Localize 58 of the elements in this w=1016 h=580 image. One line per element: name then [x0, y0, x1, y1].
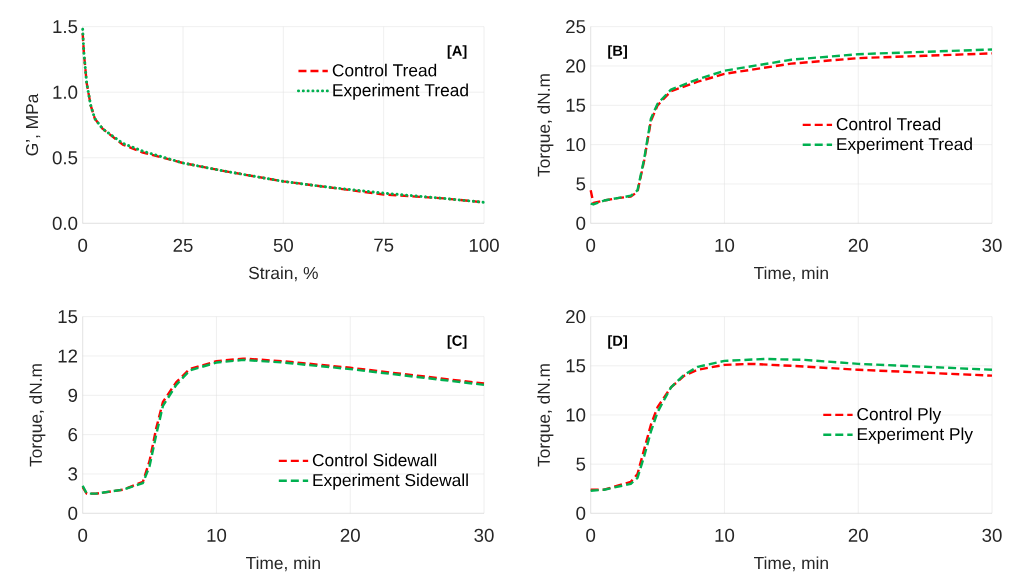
legend-label: Experiment Tread: [333, 83, 468, 100]
x-tick-label: 50: [273, 238, 293, 252]
y-axis-title: Torque, dN.m: [537, 74, 554, 177]
y-tick-label: 15: [58, 310, 78, 324]
legend-label: Control Tread: [332, 63, 437, 77]
x-tick-label: 30: [982, 238, 1002, 252]
y-axis-title: Torque, dN.m: [29, 364, 46, 467]
x-axis-title: Time, min: [754, 266, 828, 282]
legend-label: Control Ply: [857, 407, 942, 424]
y-tick-label: 1.0: [53, 85, 78, 99]
y-tick-label: 0: [68, 506, 78, 520]
x-tick-label: 20: [848, 238, 868, 252]
y-tick-label: 3: [68, 467, 78, 481]
x-tick-label: 30: [474, 528, 494, 542]
x-tick-label: 75: [374, 238, 394, 252]
annotation: [B]: [608, 45, 627, 59]
x-tick-label: 20: [848, 528, 868, 542]
annotation: [D]: [608, 335, 627, 349]
y-tick-label: 20: [566, 59, 586, 73]
y-tick-label: 25: [566, 20, 586, 34]
legend-label: Control Sidewall: [312, 453, 437, 467]
x-tick-label: 0: [586, 238, 596, 252]
y-axis-title: G’, MPa: [25, 93, 41, 156]
annotation: [C]: [447, 335, 467, 349]
y-tick-label: 12: [58, 349, 78, 363]
y-tick-label: 9: [68, 388, 78, 402]
y-tick-label: 0: [576, 216, 586, 230]
legend-label: Experiment Sidewall: [313, 473, 468, 490]
x-tick-label: 10: [715, 528, 735, 542]
x-tick-label: 30: [982, 528, 1002, 542]
legend-label: Experiment Tread: [837, 137, 972, 154]
x-axis-title: Time, min: [246, 556, 320, 572]
legend-label: Experiment Ply: [857, 427, 973, 444]
y-tick-label: 10: [566, 138, 586, 152]
y-tick-label: 5: [576, 177, 586, 191]
x-tick-label: 100: [469, 238, 499, 252]
y-axis-title: Torque, dN.m: [537, 364, 554, 467]
y-tick-label: 0.5: [52, 151, 78, 165]
x-tick-label: 0: [78, 528, 88, 542]
x-axis-title: Strain, %: [248, 266, 318, 282]
y-tick-label: 15: [566, 98, 586, 112]
y-tick-label: 0: [576, 506, 586, 520]
x-axis-title: Time, min: [754, 556, 828, 572]
x-tick-label: 25: [173, 238, 193, 252]
x-tick-label: 10: [207, 528, 227, 542]
annotation: [A]: [447, 45, 467, 59]
y-tick-label: 15: [566, 359, 586, 373]
y-tick-label: 10: [566, 408, 586, 422]
y-tick-label: 1.5: [53, 20, 78, 34]
x-tick-label: 0: [586, 528, 596, 542]
y-tick-label: 5: [576, 457, 586, 471]
y-tick-label: 20: [566, 310, 586, 324]
y-tick-label: 6: [68, 428, 78, 442]
x-tick-label: 10: [715, 238, 735, 252]
x-tick-label: 20: [340, 528, 360, 542]
y-tick-label: 0.0: [52, 216, 78, 230]
legend-label: Control Tread: [836, 117, 941, 131]
x-tick-label: 0: [78, 238, 88, 252]
